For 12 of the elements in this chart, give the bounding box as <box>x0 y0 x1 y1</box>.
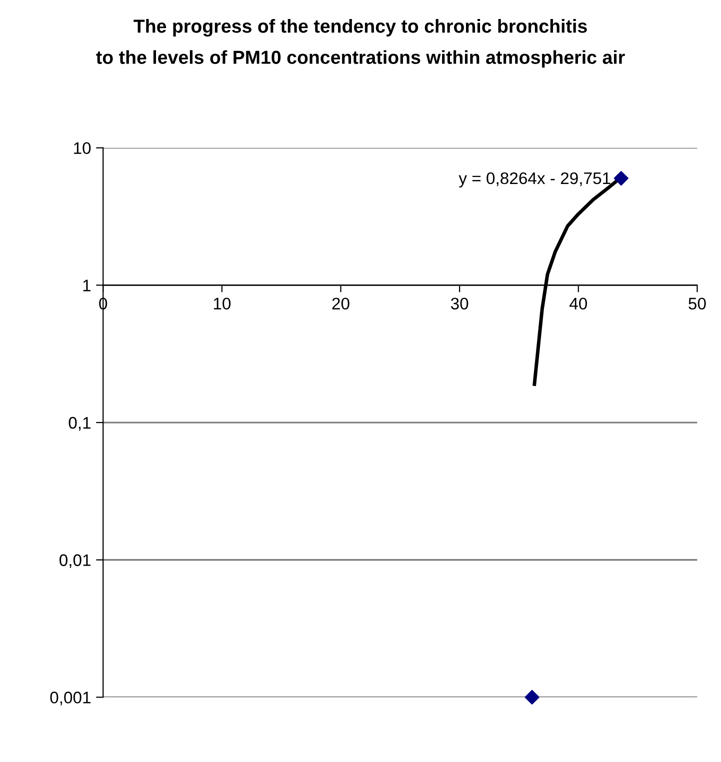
x-tick-label: 40 <box>570 298 588 310</box>
x-tick-label: 10 <box>214 298 231 310</box>
annotation: y = 0,8264x - 29,751 <box>458 172 610 188</box>
y-tick-label: 0,1 <box>68 416 90 431</box>
x-tick-label: 20 <box>332 298 350 310</box>
y-tick-label: 0,001 <box>50 692 90 706</box>
y-tick-label: 10 <box>74 142 91 154</box>
y-tick-label: 1 <box>83 280 90 292</box>
x-tick-label: 30 <box>450 298 468 310</box>
x-tick-label: 50 <box>688 298 706 310</box>
chart-title: The progress of the tendency to chronic bronchitis to the levels of PM10 concentrations within atmospheric air <box>96 19 625 68</box>
y-tick-label: 0,01 <box>60 554 90 568</box>
